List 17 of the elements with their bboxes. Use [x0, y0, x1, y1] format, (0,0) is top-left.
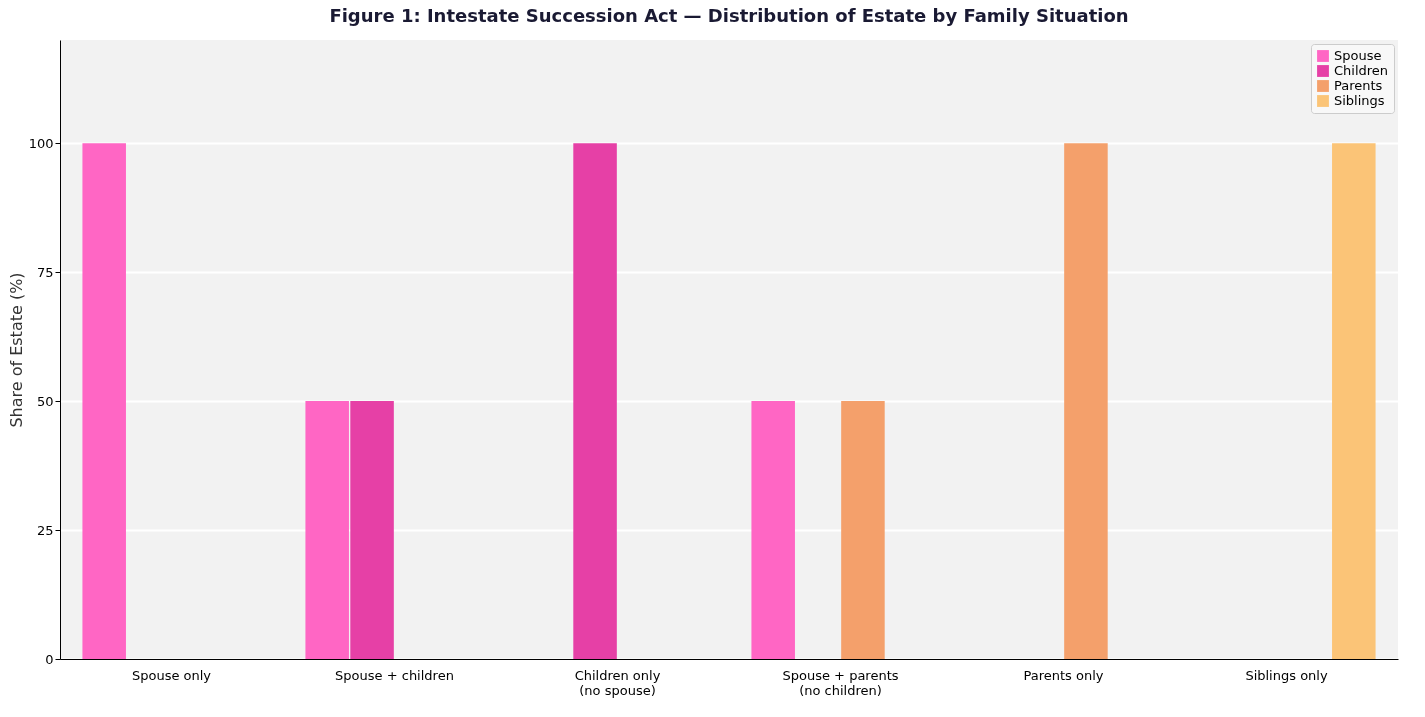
chart-title: Figure 1: Intestate Succession Act — Distribution of Estate by Family Situation [329, 5, 1129, 26]
x-tick-label: Siblings only [1245, 667, 1328, 683]
x-tick-label: Spouse + children [335, 667, 454, 683]
x-tick-label: Spouse + parents (no children) [782, 667, 899, 698]
legend-label: Siblings [1334, 93, 1385, 108]
y-tick-label: 50 [36, 393, 54, 409]
legend-label: Children [1334, 63, 1389, 78]
y-tick-label: 75 [36, 264, 54, 280]
x-tick-label: Children only (no spouse) [574, 667, 661, 698]
y-tick-label: 0 [45, 651, 54, 667]
x-tick-label: Parents only [1023, 667, 1104, 683]
y-tick-label: 25 [36, 522, 54, 538]
y-tick-label: 100 [28, 135, 54, 151]
y-axis-title: Share of Estate (%) [6, 272, 26, 428]
x-tick-label: Spouse only [131, 667, 212, 683]
legend-label: Spouse [1334, 48, 1382, 63]
legend-label: Parents [1334, 78, 1383, 93]
